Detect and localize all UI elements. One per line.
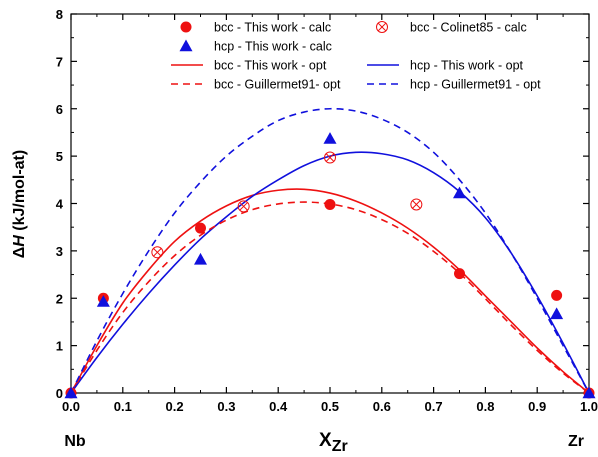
legend-label: hcp - This work - opt [410,59,524,73]
point-bcc-this-work-calc [324,198,336,210]
x-end-label-left: Nb [64,433,86,450]
point-hcp-this-work-calc [582,386,596,399]
x-axis-label: XZr [319,430,348,455]
y-tick-label: 3 [56,244,63,259]
legend: bcc - This work - calc bcc - Colinet85 - … [171,21,541,92]
point-hcp-this-work-calc [96,295,110,307]
x-axis-label-sub: Zr [332,438,348,455]
y-axis-label: ΔH (kJ/mol-at) [11,150,28,258]
legend-label: bcc - Colinet85 - calc [410,21,527,35]
point-hcp-this-work-calc [453,186,466,199]
circle-x-ring [237,200,250,213]
point-bcc-this-work-calc [195,222,206,234]
x-tick-label: 0.3 [217,399,235,414]
series-curves [70,107,590,394]
y-tick-label: 2 [56,291,63,306]
point-hcp-this-work-calc [64,386,78,399]
legend-label: hcp - This work - calc [214,40,332,54]
point-bcc-colinet85-calc [151,246,164,259]
y-axis-label-delta: Δ [11,247,28,259]
circle-x-stroke [153,248,162,257]
x-axis-label-main: X [319,430,332,451]
x-tick-label: 0.0 [62,399,80,414]
point-hcp-this-work-calc [194,252,207,265]
point-bcc-colinet85-calc [237,200,250,213]
legend-label: bcc - This work - opt [214,59,327,73]
x-tick-label: 0.8 [476,399,494,414]
legend-label: bcc - This work - calc [214,21,331,35]
circle-x-stroke [377,22,387,32]
x-end-label-right: Zr [568,433,584,450]
x-tick-label: 0.4 [269,399,288,414]
y-tick-label: 7 [56,54,63,69]
x-tick-label: 1.0 [580,399,598,414]
y-tick-label: 0 [56,386,63,401]
axis-ticks: 0.0 0.1 0.2 0.3 0.4 0.5 0.6 0.7 0.8 0.9 1.0 0 1 2 3 4 5 6… [56,7,598,414]
point-hcp-this-work-calc [550,307,564,320]
point-bcc-colinet85-calc [410,198,423,211]
legend-swatch-marker [376,21,388,33]
y-tick-label: 6 [56,102,63,117]
point-bcc-colinet85-calc [324,151,336,164]
legend-swatch-marker [179,39,193,52]
x-tick-label: 0.7 [425,399,443,414]
x-tick-label: 0.9 [528,399,546,414]
circle-x-ring [410,198,423,211]
circle-x-stroke [412,200,421,209]
circle-x-stroke [325,153,335,162]
curve-hcp-this-work-opt [70,151,590,394]
x-tick-label: 0.6 [373,399,391,414]
x-tick-label: 0.5 [321,399,339,414]
y-axis-label-unit: (kJ/mol-at) [11,150,28,235]
point-bcc-this-work-calc [551,289,563,301]
circle-x-stroke [239,202,248,211]
curve-hcp-guillermet91-opt [70,107,590,394]
x-tick-label: 0.2 [166,399,184,414]
point-hcp-this-work-calc [323,132,337,144]
y-tick-label: 1 [56,339,63,354]
circle-x-ring [324,151,336,164]
x-tick-label: 0.1 [114,399,132,414]
y-tick-label: 5 [56,149,63,164]
legend-label: hcp - Guillermet91 - opt [410,78,541,92]
legend-swatch-marker [180,21,192,33]
point-bcc-this-work-calc [454,268,465,280]
y-axis-label-var: H [11,235,28,247]
series-points [64,132,596,399]
y-tick-label: 8 [56,7,63,22]
y-tick-label: 4 [56,197,64,212]
curve-bcc-guillermet91-opt [70,201,590,394]
curve-bcc-this-work-opt [70,188,590,394]
circle-x-ring [151,246,164,259]
circle-x-ring [376,21,388,33]
legend-label: bcc - Guillermet91- opt [214,78,341,92]
